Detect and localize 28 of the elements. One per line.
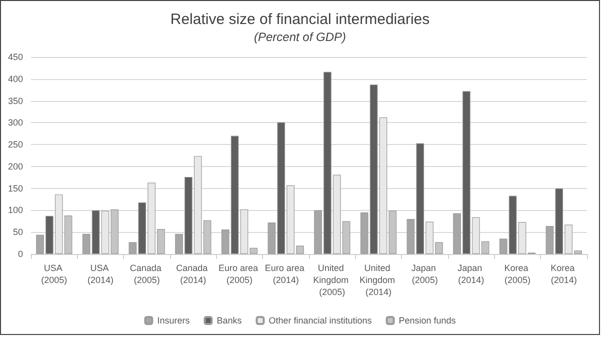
x-tick-label: Canada (2014) (176, 263, 210, 285)
x-tick-label: USA (2014) (87, 263, 114, 285)
y-tick-label: 300 (8, 118, 23, 128)
y-tick-label: 400 (8, 74, 23, 84)
chart-title: Relative size of financial intermediaries (170, 11, 430, 28)
x-tick-label: Japan (2005) (411, 263, 438, 285)
legend-label: Insurers (157, 316, 190, 326)
x-tick-label: Euro area (2005) (218, 263, 261, 285)
legend-label: Banks (216, 316, 242, 326)
y-tick-label: 250 (8, 140, 23, 150)
y-tick-label: 150 (8, 183, 23, 194)
y-tick-label: 200 (8, 161, 23, 172)
y-tick-label: 50 (12, 227, 23, 238)
x-tick-label: United Kingdom (2014) (359, 263, 398, 297)
x-tick-label: Japan (2014) (458, 263, 485, 285)
legend-label: Pension funds (398, 316, 456, 326)
x-tick-label: United Kingdom (2005) (313, 263, 352, 297)
chart-subtitle: (Percent of GDP) (254, 30, 346, 44)
y-tick-label: 100 (8, 205, 23, 216)
y-tick-label: 0 (18, 249, 23, 259)
x-tick-label: Korea (2014) (550, 263, 578, 285)
y-tick-label: 450 (8, 52, 23, 62)
x-tick-label: USA (2005) (41, 263, 68, 285)
x-tick-label: Euro area (2014) (264, 263, 307, 285)
x-tick-label: Canada (2005) (130, 263, 164, 285)
x-tick-label: Korea (2005) (504, 263, 531, 285)
legend-label: Other financial institutions (268, 316, 372, 326)
y-tick-label: 350 (8, 96, 23, 106)
